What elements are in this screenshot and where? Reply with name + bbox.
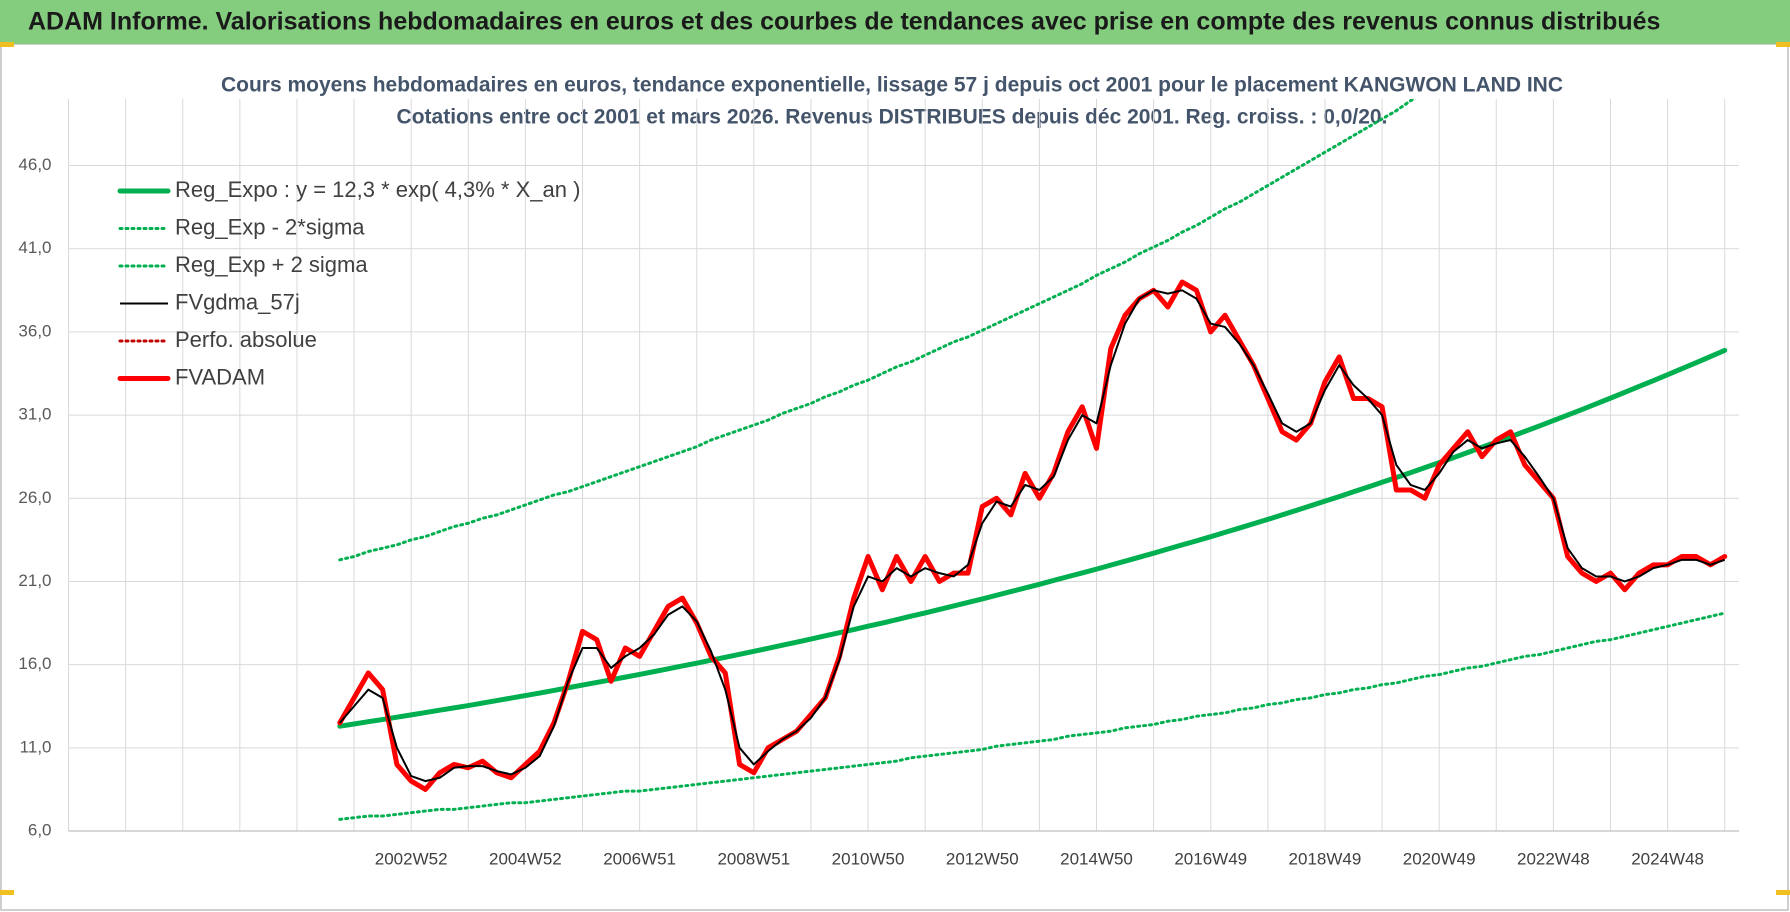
x-tick-label: 2018W49 xyxy=(1289,849,1362,868)
x-tick-label: 2020W49 xyxy=(1403,849,1476,868)
y-tick-label: 31,0 xyxy=(18,405,51,424)
plot-lines xyxy=(337,99,1728,821)
y-tick-label: 6,0 xyxy=(28,820,52,839)
y-tick-label: 21,0 xyxy=(18,571,51,590)
grid xyxy=(68,99,1739,832)
x-tick-label: 2014W50 xyxy=(1060,849,1133,868)
axis-labels: 6,0 11,0 16,0 21,0 26,0 31,0 36,0 41,0 46,0 2002W… xyxy=(18,155,1704,868)
series-line xyxy=(338,611,1727,821)
corner-mark xyxy=(0,890,14,895)
x-tick-label: 2010W50 xyxy=(832,849,905,868)
chart-subtitle: Cotations entre oct 2001 et mars 2026. R… xyxy=(397,106,1388,129)
header-bar xyxy=(0,0,1790,44)
series-line xyxy=(337,279,1728,792)
y-tick-label: 41,0 xyxy=(18,238,51,257)
legend-label: Perfo. absolue xyxy=(175,327,317,352)
series-line xyxy=(338,99,1417,562)
x-tick-label: 2012W50 xyxy=(946,849,1019,868)
y-tick-label: 36,0 xyxy=(18,321,51,340)
y-tick-label: 16,0 xyxy=(18,654,51,673)
legend-label: Reg_Exp - 2*sigma xyxy=(175,214,365,239)
x-tick-label: 2016W49 xyxy=(1174,849,1247,868)
x-tick-label: 2002W52 xyxy=(375,849,448,868)
corner-mark xyxy=(0,42,14,47)
legend-label: Reg_Expo : y = 12,3 * exp( 4,3% * X_an ) xyxy=(175,177,580,202)
x-tick-label: 2024W48 xyxy=(1631,849,1704,868)
series-line xyxy=(339,289,1726,783)
y-tick-label: 46,0 xyxy=(18,155,51,174)
y-tick-label: 26,0 xyxy=(18,488,51,507)
chart-title: Cours moyens hebdomadaires en euros, ten… xyxy=(221,74,1563,97)
legend-label: FVgdma_57j xyxy=(175,289,300,314)
legend-label: FVADAM xyxy=(175,364,265,389)
header-title: ADAM Informe. Valorisations hebdomadaire… xyxy=(28,8,1660,36)
legend: Reg_Expo : y = 12,3 * exp( 4,3% * X_an )… xyxy=(117,177,580,389)
legend-label: Reg_Exp + 2 sigma xyxy=(175,252,368,277)
x-tick-label: 2006W51 xyxy=(603,849,676,868)
y-tick-label: 11,0 xyxy=(20,737,52,756)
x-tick-label: 2008W51 xyxy=(717,849,790,868)
x-tick-label: 2004W52 xyxy=(489,849,562,868)
x-tick-label: 2022W48 xyxy=(1517,849,1590,868)
corner-mark xyxy=(1776,42,1790,47)
corner-mark xyxy=(1776,890,1790,895)
